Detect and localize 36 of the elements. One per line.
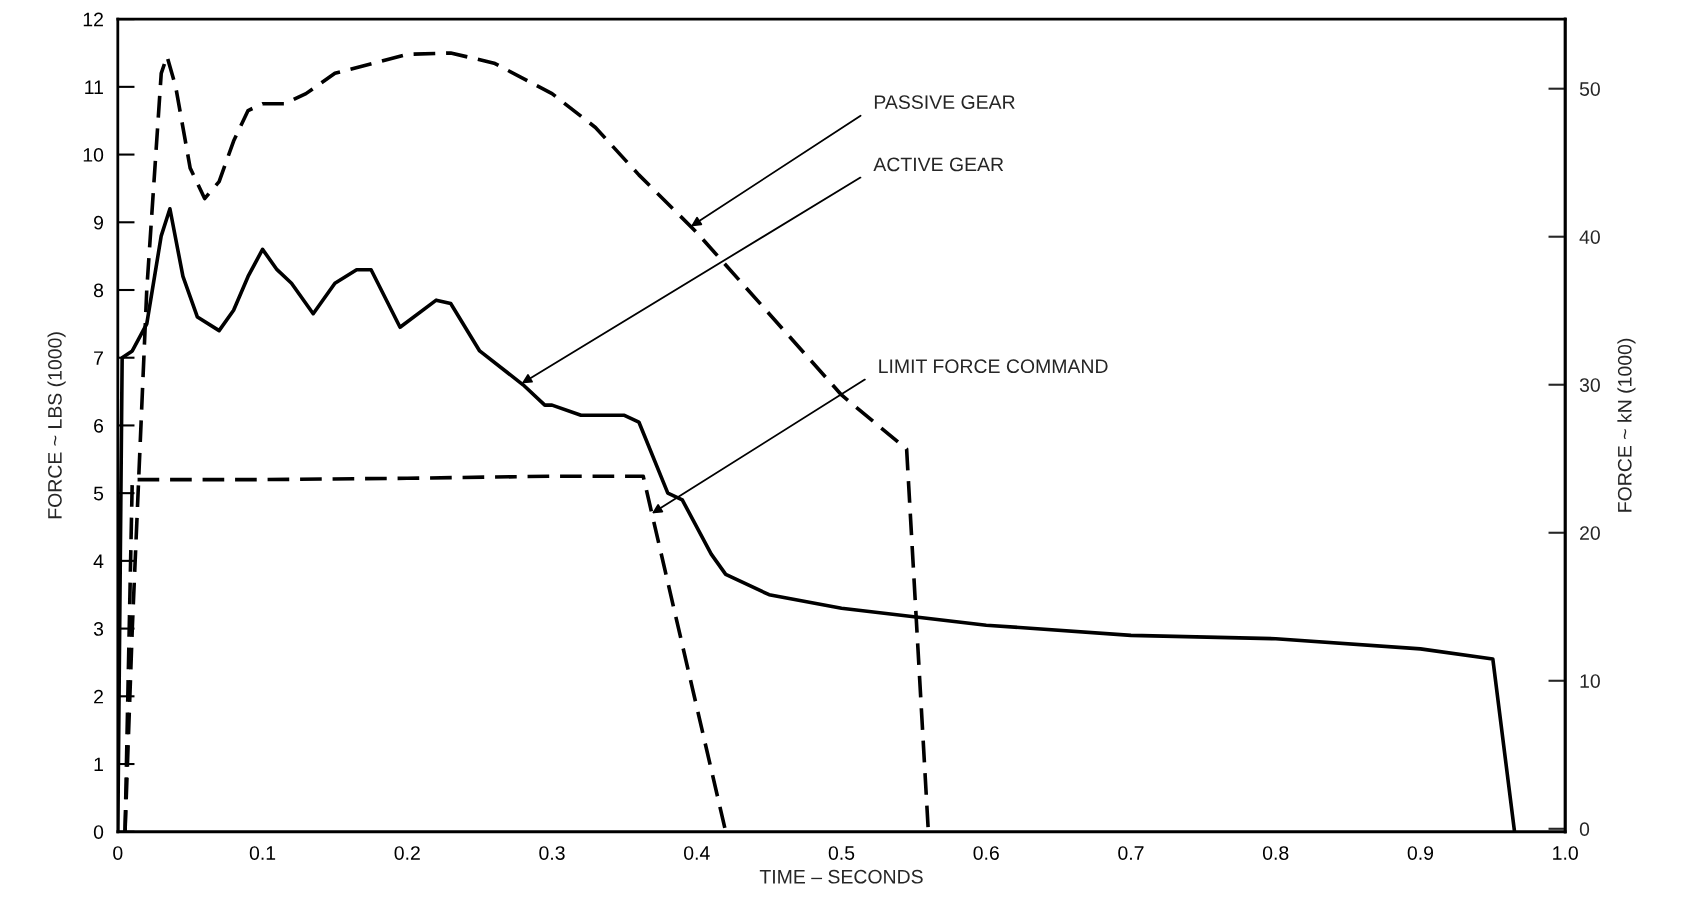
y-tick-label: 2 [94,689,103,704]
y-axis-title: FORCE ~ LBS (1000) [47,332,66,519]
y2-tick-label: 20 [1580,526,1600,540]
x-tick-label: 0.7 [1118,846,1144,860]
y2-axis-title: FORCE ~ kN (1000) [1617,338,1636,512]
y2-tick-label: 50 [1579,82,1600,96]
y-tick-label: 6 [94,418,104,433]
x-tick-label: 0.6 [973,846,999,860]
x-tick-label: 0.4 [684,846,710,860]
x-tick-label: 0.3 [539,846,565,860]
annotation: ACTIVE GEAR [873,157,1004,172]
x-tick-label: 1.0 [1553,846,1578,860]
y-tick-label: 8 [93,283,104,298]
x-axis-title: TIME – SECONDS [759,869,923,884]
y-tick-label: 9 [94,215,103,230]
y-tick-label: 1 [94,757,103,772]
y-tick-label: 7 [94,351,103,365]
y2-tick-label: 0 [1579,822,1590,837]
y2-tick-label: 40 [1579,230,1600,244]
y-tick-label: 3 [93,622,104,636]
y-tick-label: 4 [93,554,104,568]
x-tick-label: 0.5 [828,846,855,860]
y-tick-label: 5 [93,486,104,501]
y-tick-label: 0 [93,825,104,839]
y-tick-label: 11 [85,80,103,94]
x-tick-label: 0.2 [394,846,420,860]
x-tick-label: 0.8 [1262,846,1289,860]
y-tick-label: 12 [83,12,103,27]
x-tick-label: 0.1 [249,846,276,860]
y2-tick-label: 30 [1579,378,1600,392]
y2-tick-label: 10 [1580,674,1600,688]
x-tick-label: 0.9 [1407,846,1434,860]
annotation: LIMIT FORCE COMMAND [879,359,1108,374]
annotation: PASSIVE GEAR [874,95,1015,109]
y-tick-label: 10 [83,148,104,162]
x-tick-label: 0 [113,846,123,860]
